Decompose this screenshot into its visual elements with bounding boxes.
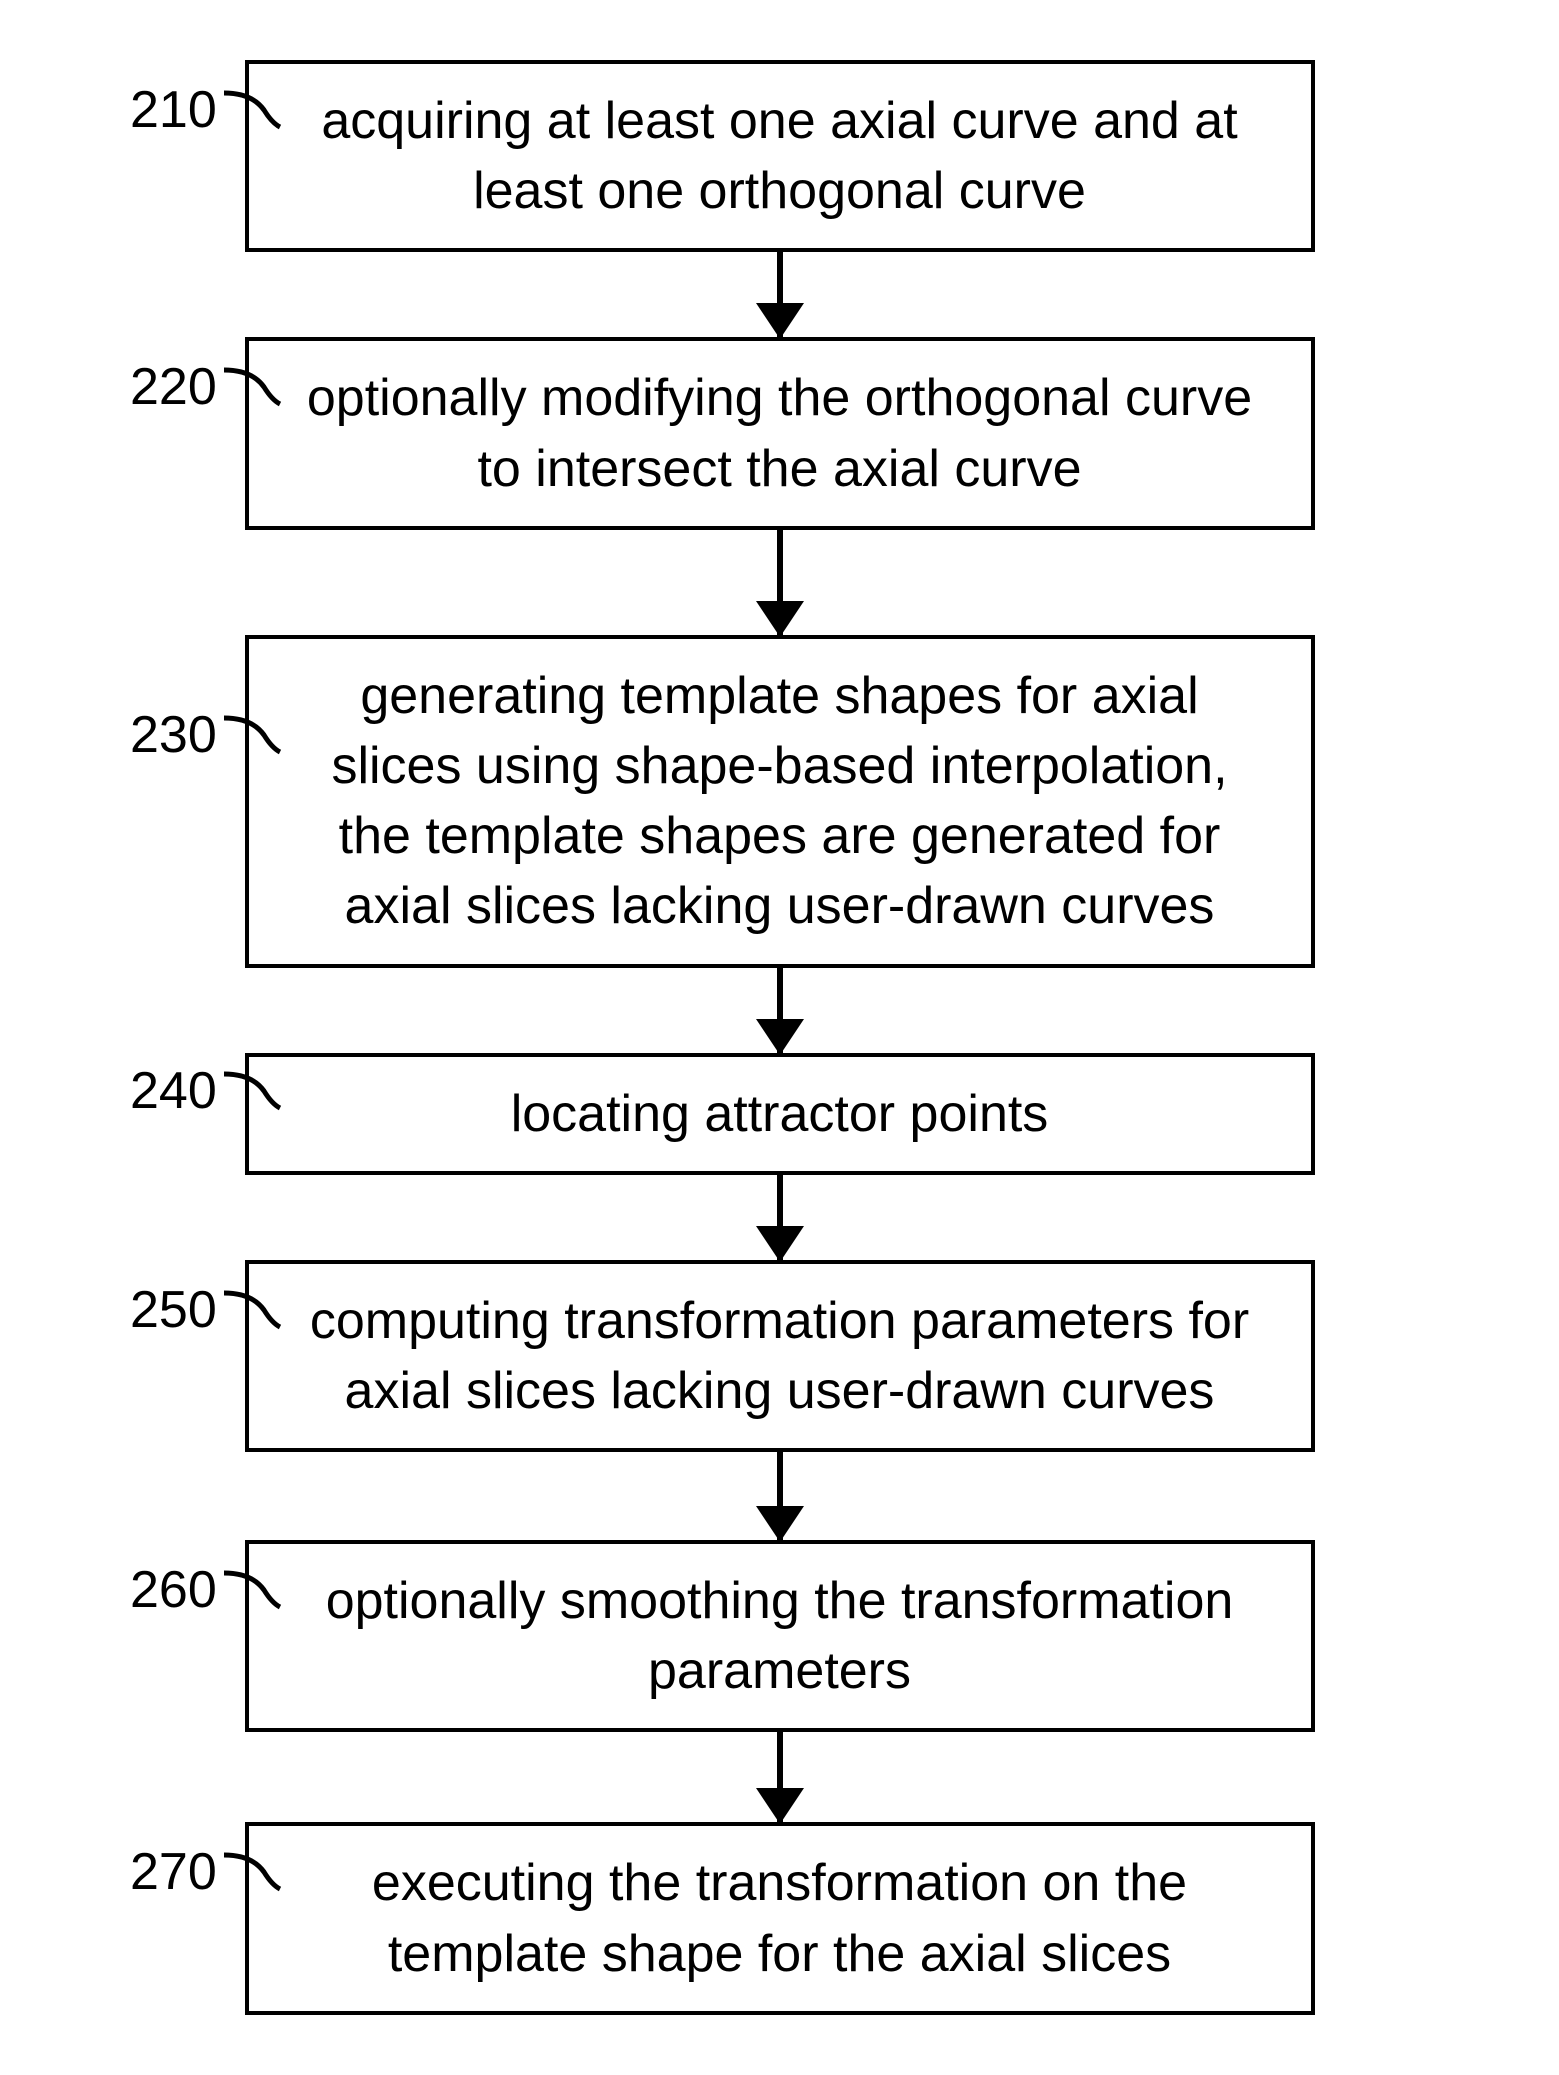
flowchart-container: 210 acquiring at least one axial curve a… [40,60,1519,2015]
arrow-head-icon [756,1226,804,1262]
step-box-260: optionally smoothing the transformation … [245,1540,1315,1732]
step-row-210: 210 acquiring at least one axial curve a… [40,60,1519,252]
step-row-230: 230 generating template shapes for axial… [40,635,1519,968]
label-container-220: 220 [130,357,282,417]
label-container-210: 210 [130,80,282,140]
arrow-head-icon [756,1019,804,1055]
arrow-head-icon [756,601,804,637]
arrow-260-270 [777,1732,783,1822]
connector-curve-icon [222,1565,282,1615]
step-row-250: 250 computing transformation parameters … [40,1260,1519,1452]
arrow-220-230 [777,530,783,635]
arrow-head-icon [756,1506,804,1542]
connector-curve-icon [222,1285,282,1335]
step-box-210: acquiring at least one axial curve and a… [245,60,1315,252]
step-box-230: generating template shapes for axial sli… [245,635,1315,968]
arrow-230-240 [777,968,783,1053]
step-label-210: 210 [130,80,217,140]
connector-curve-icon [222,362,282,412]
step-label-270: 270 [130,1842,217,1902]
label-container-240: 240 [130,1061,282,1121]
arrow-250-260 [777,1452,783,1540]
connector-curve-icon [222,1847,282,1897]
step-box-270: executing the transformation on the temp… [245,1822,1315,2014]
label-container-270: 270 [130,1842,282,1902]
label-container-260: 260 [130,1560,282,1620]
arrow-210-220 [777,252,783,337]
step-row-270: 270 executing the transformation on the … [40,1822,1519,2014]
step-box-240: locating attractor points [245,1053,1315,1175]
step-box-250: computing transformation parameters for … [245,1260,1315,1452]
connector-curve-icon [222,1066,282,1116]
step-label-230: 230 [130,705,217,765]
step-label-240: 240 [130,1061,217,1121]
arrow-head-icon [756,1788,804,1824]
arrow-head-icon [756,303,804,339]
step-label-220: 220 [130,357,217,417]
connector-curve-icon [222,710,282,760]
connector-curve-icon [222,85,282,135]
label-container-230: 230 [130,705,282,765]
step-label-260: 260 [130,1560,217,1620]
step-box-220: optionally modifying the orthogonal curv… [245,337,1315,529]
step-row-260: 260 optionally smoothing the transformat… [40,1540,1519,1732]
step-row-220: 220 optionally modifying the orthogonal … [40,337,1519,529]
step-label-250: 250 [130,1280,217,1340]
arrow-240-250 [777,1175,783,1260]
label-container-250: 250 [130,1280,282,1340]
step-row-240: 240 locating attractor points [40,1053,1519,1175]
